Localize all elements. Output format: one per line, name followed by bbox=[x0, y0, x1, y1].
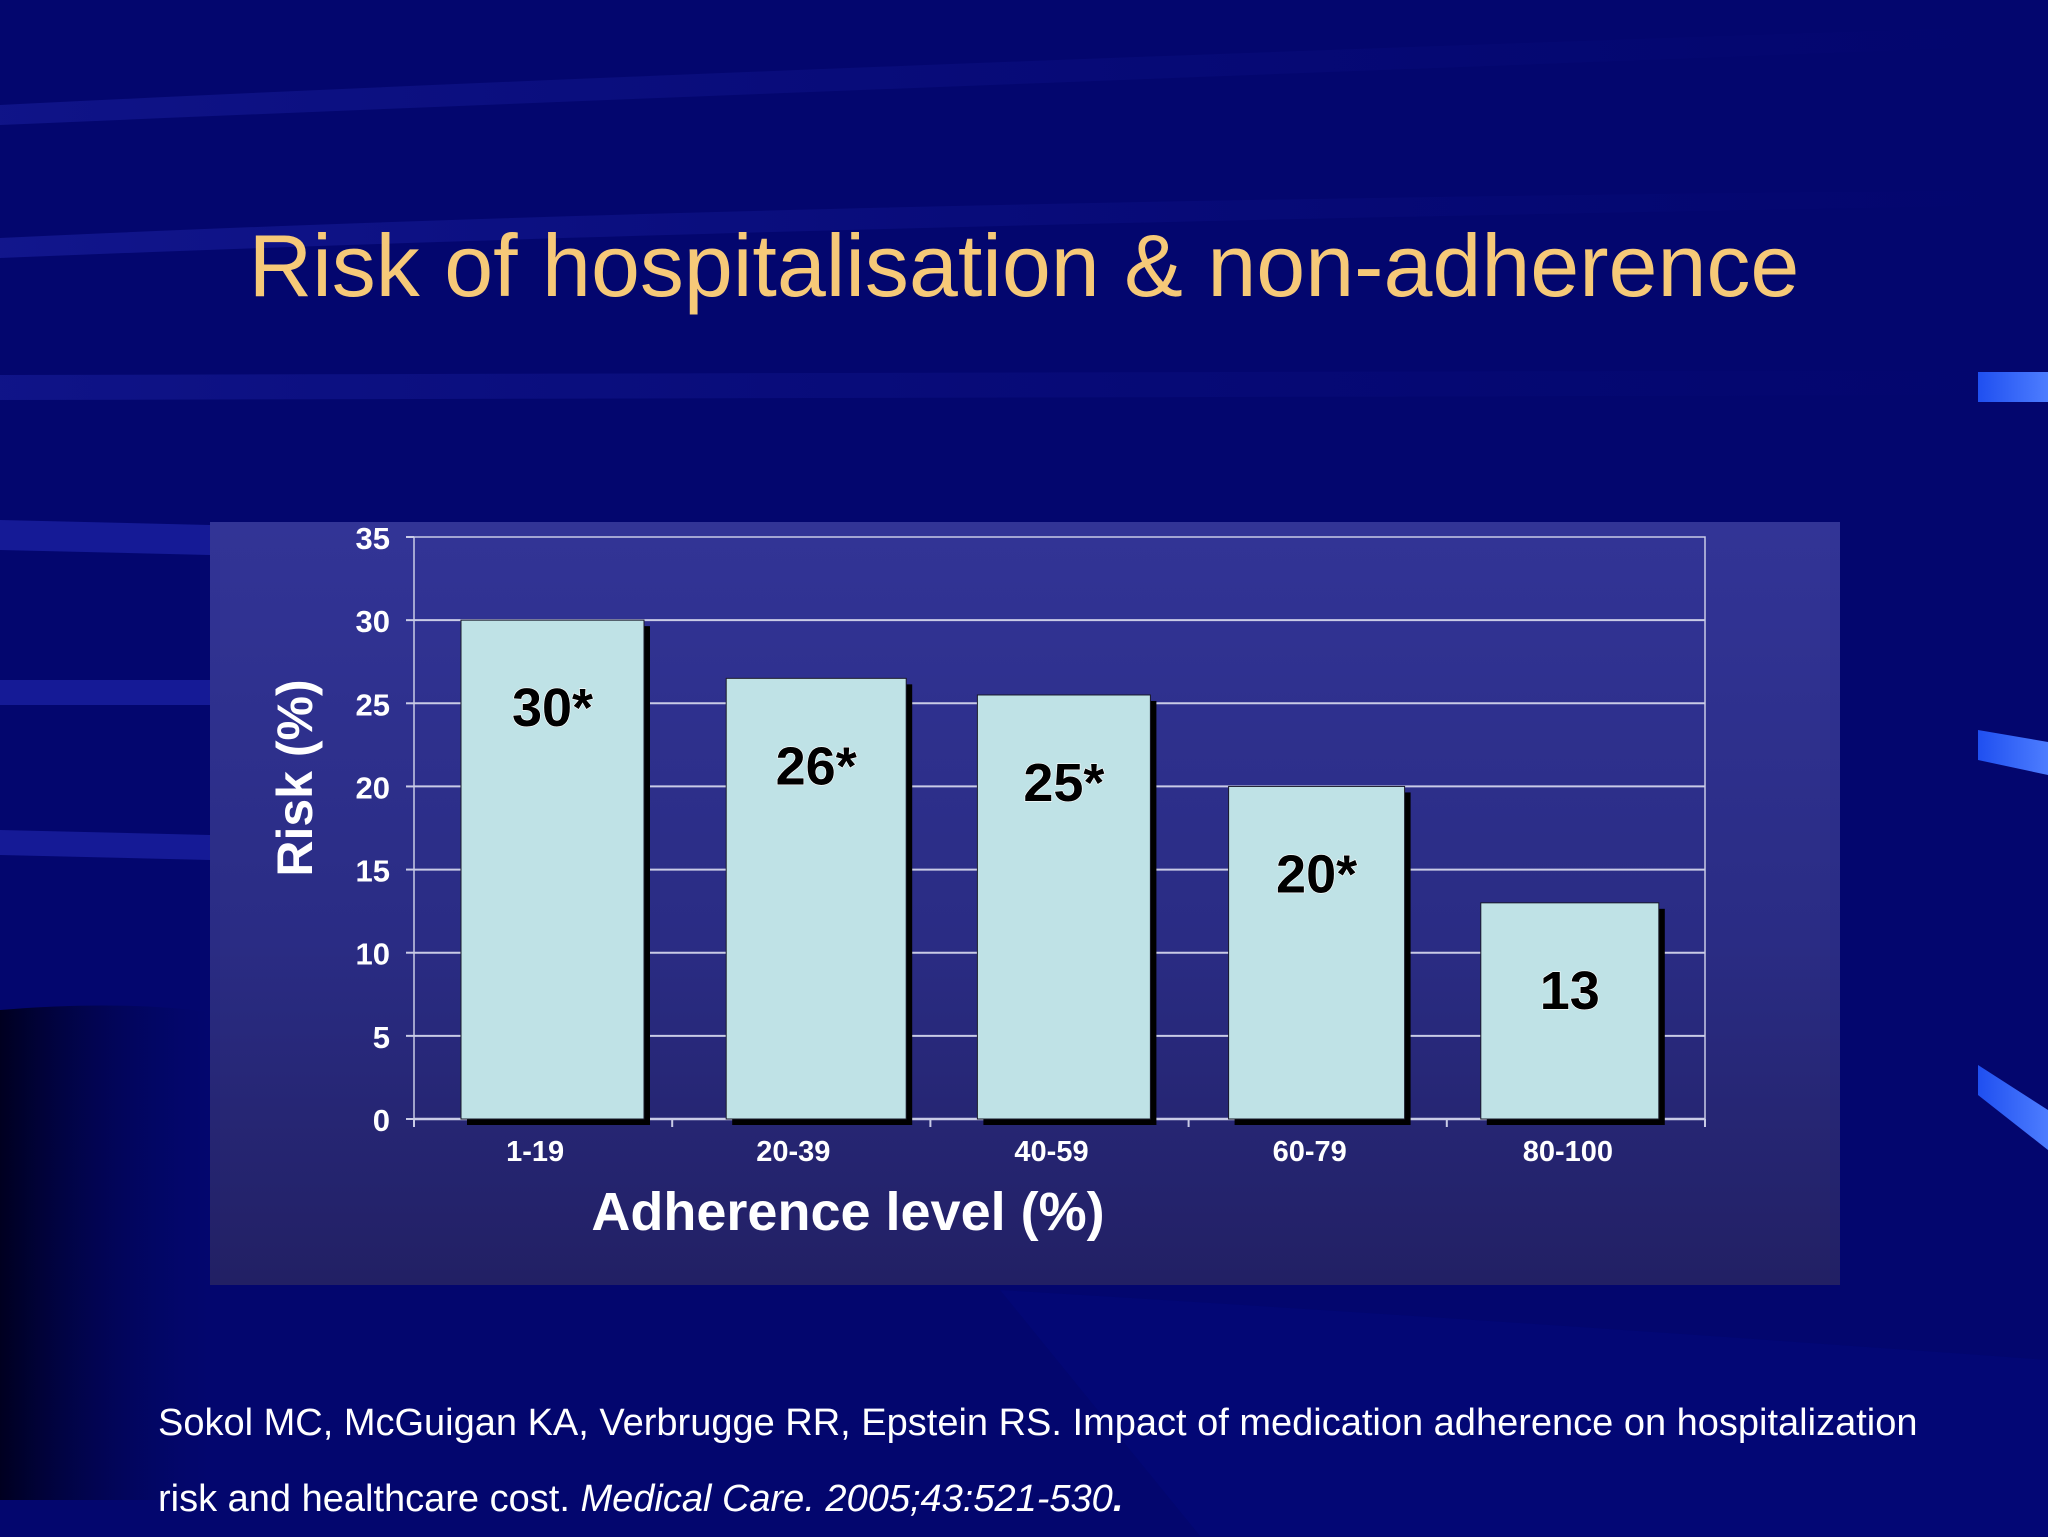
x-tick-label: 1-19 bbox=[506, 1136, 564, 1168]
bar-chart: 0 5 10 15 20 25 30 35 30* 1-19 26* 20-39 25* 40-59 20*… bbox=[267, 522, 1706, 1242]
x-tick-label: 60-79 bbox=[1273, 1136, 1347, 1168]
y-axis-label: Risk (%) bbox=[267, 679, 323, 876]
x-tick-label: 40-59 bbox=[1014, 1136, 1088, 1168]
bar-data-label: 13 bbox=[1540, 961, 1600, 1021]
y-tick-label: 10 bbox=[356, 937, 390, 972]
bar bbox=[460, 619, 645, 1120]
bar-data-label: 26* bbox=[776, 736, 857, 796]
x-axis-label: Adherence level (%) bbox=[591, 1182, 1104, 1242]
citation: Sokol MC, McGuigan KA, Verbrugge RR, Eps… bbox=[158, 1385, 1978, 1537]
bar bbox=[1228, 785, 1406, 1120]
y-tick-label: 25 bbox=[356, 687, 390, 722]
chart-panel: 0 5 10 15 20 25 30 35 30* 1-19 26* 20-39 25* 40-59 20*… bbox=[210, 522, 1840, 1285]
bar-data-label: 25* bbox=[1023, 753, 1104, 813]
slide-title: Risk of hospitalisation & non-adherence bbox=[248, 216, 1800, 315]
y-tick-label: 15 bbox=[356, 854, 390, 889]
bar-data-label: 20* bbox=[1276, 844, 1357, 904]
y-tick-label: 0 bbox=[373, 1103, 390, 1138]
y-tick-label: 30 bbox=[356, 604, 390, 639]
citation-journal: Medical Care. 2005;43:521-530 bbox=[580, 1478, 1113, 1520]
citation-period: . bbox=[1112, 1478, 1124, 1520]
citation-text: Sokol MC, McGuigan KA, Verbrugge RR, Eps… bbox=[158, 1402, 1918, 1520]
x-tick-label: 20-39 bbox=[756, 1136, 830, 1168]
x-tick-label: 80-100 bbox=[1523, 1136, 1613, 1168]
bar bbox=[725, 677, 907, 1120]
y-tick-label: 5 bbox=[373, 1020, 390, 1055]
y-tick-label: 20 bbox=[356, 770, 390, 805]
y-tick-label: 35 bbox=[356, 522, 390, 556]
bar bbox=[976, 694, 1151, 1120]
bar-data-label: 30* bbox=[512, 678, 593, 738]
bar bbox=[1480, 902, 1660, 1120]
